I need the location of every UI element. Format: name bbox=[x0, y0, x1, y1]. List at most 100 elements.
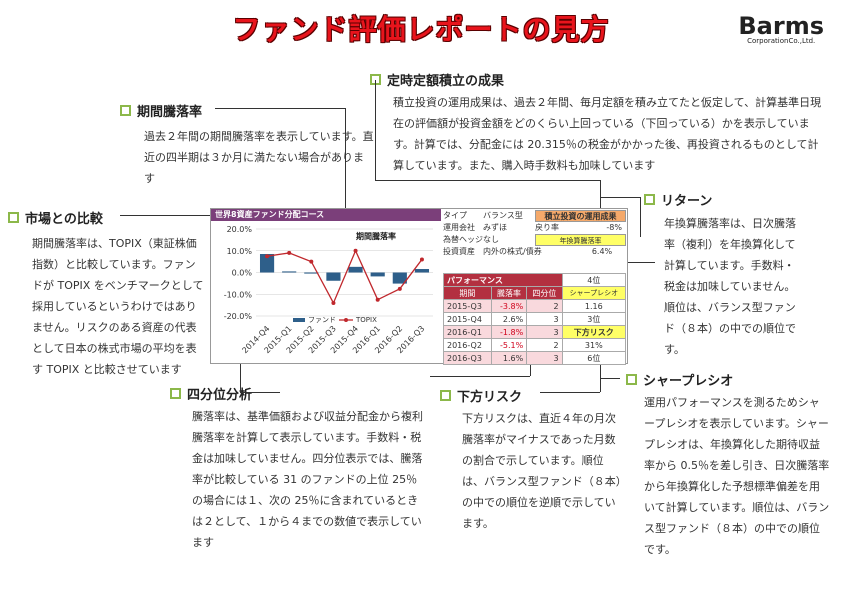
row-period: 2015-Q4 bbox=[443, 312, 492, 326]
fund-bar bbox=[282, 271, 297, 273]
connector-line bbox=[600, 378, 620, 379]
connector-line bbox=[615, 262, 655, 263]
row-quartile: 3 bbox=[526, 325, 563, 339]
fund-bar bbox=[414, 269, 430, 273]
row-quartile: 2 bbox=[526, 299, 563, 313]
row-rate: -3.8% bbox=[490, 299, 528, 313]
row-quartile: 3 bbox=[526, 312, 563, 326]
connector-line bbox=[530, 362, 531, 376]
fund-info: タイプ バランス型 積立投資の運用成果 運用会社 みずほ 戻り率 -8% 為替ヘ… bbox=[443, 210, 626, 258]
connector-line bbox=[640, 197, 641, 237]
section-heading-shijo: 市場との比較 bbox=[8, 208, 103, 227]
sharpe-tag: シャープレシオ bbox=[561, 286, 627, 300]
col-rate: 騰落率 bbox=[490, 286, 528, 300]
connector-line bbox=[540, 392, 600, 393]
section-text-teiji: 積立投資の運用成果は、過去２年間、毎月定額を積み立てたと仮定して、計算基準日現在… bbox=[393, 96, 822, 172]
company-value: みずほ bbox=[483, 223, 507, 232]
section-heading-kahou: 下方リスク bbox=[440, 386, 522, 405]
connector-line bbox=[375, 180, 600, 181]
y-tick-label: 0.0% bbox=[232, 269, 253, 278]
table-row: 2015-Q4 2.6% 3 3位 bbox=[443, 312, 627, 326]
row-rate: 1.6% bbox=[490, 351, 528, 365]
sample-report-panel: 世界8資産ファンド分配コース 20.0% 10.0% 0.0% -10.0% -20.0… bbox=[210, 208, 628, 365]
company-label: 運用会社 bbox=[443, 223, 475, 232]
legend-topix-marker bbox=[344, 318, 348, 322]
heading-text: リターン bbox=[661, 194, 713, 209]
connector-line bbox=[430, 376, 530, 377]
logo-sub: CorporationCo.,Ltd. bbox=[747, 37, 816, 45]
topix-point bbox=[353, 248, 358, 253]
y-tick-label: -10.0% bbox=[224, 290, 253, 299]
col-quartile: 四分位 bbox=[526, 286, 563, 300]
heading-text: 定時定額積立の成果 bbox=[387, 74, 505, 89]
section-text-return: 年換算騰落率は、日次騰落率（複利）を年換算化して計算しています。手数料・税金は加… bbox=[664, 217, 796, 356]
perf-title: パフォーマンス bbox=[443, 273, 563, 287]
topix-point bbox=[419, 257, 424, 262]
legend-fund-label: ファンド bbox=[308, 316, 336, 324]
row-period: 2016-Q2 bbox=[443, 338, 492, 352]
section-text-kikan: 過去２年間の期間騰落率を表示しています。直近の四半期は３か月に満たない場合があり… bbox=[144, 130, 374, 185]
row-period: 2016-Q3 bbox=[443, 351, 492, 365]
connector-line bbox=[375, 80, 376, 180]
topix-point bbox=[375, 297, 380, 302]
y-tick-label: -20.0% bbox=[224, 312, 253, 321]
y-tick-label: 10.0% bbox=[227, 247, 253, 256]
section-text-shijo: 期間騰落率は、TOPIX（東証株価指数）と比較しています。ファンドが TOPIX… bbox=[32, 237, 204, 376]
heading-text: 下方リスク bbox=[457, 390, 523, 405]
col-period: 期間 bbox=[443, 286, 492, 300]
performance-table: パフォーマンス 4位 期間 騰落率 四分位 シャープレシオ 2015-Q3 -3… bbox=[443, 273, 627, 365]
table-row: 2015-Q3 -3.8% 2 1.16 bbox=[443, 299, 627, 313]
asset-value: 内外の株式/債券 bbox=[483, 247, 542, 256]
info-row-company: 運用会社 みずほ 戻り率 -8% bbox=[443, 222, 626, 234]
heading-text: 市場との比較 bbox=[25, 212, 103, 227]
checkbox-icon bbox=[440, 390, 451, 401]
checkbox-icon bbox=[8, 212, 19, 223]
heading-text: 期間騰落率 bbox=[137, 105, 203, 120]
fund-bar bbox=[304, 272, 319, 274]
section-text-kahou: 下方リスクは、直近４年の月次騰落率がマイナスであった月数の割合で示しています。順… bbox=[462, 412, 622, 530]
annual-tag: 年換算騰落率 bbox=[535, 234, 626, 246]
annual-rank: 4位 bbox=[561, 273, 627, 287]
y-tick-label: 20.0% bbox=[227, 225, 253, 234]
type-value: バランス型 bbox=[483, 211, 523, 220]
legend-topix-label: TOPIX bbox=[355, 316, 377, 324]
annual-value: 6.4% bbox=[591, 247, 613, 256]
tsumitate-tag: 積立投資の運用成果 bbox=[535, 210, 626, 222]
logo-name: Barms bbox=[738, 12, 824, 40]
section-heading-teiji: 定時定額積立の成果 bbox=[370, 70, 504, 89]
panel-header: 世界8資産ファンド分配コース bbox=[211, 209, 441, 221]
hedge-label: 為替ヘッジ bbox=[443, 235, 483, 244]
fund-bar bbox=[348, 266, 363, 273]
topix-point bbox=[397, 286, 402, 291]
period-return-chart: 20.0%10.0%0.0%-10.0%-20.0%期間騰落率2014-Q420… bbox=[224, 225, 433, 355]
section-heading-shibun: 四分位分析 bbox=[170, 384, 252, 403]
table-row: 2016-Q1 -1.8% 3 下方リスク bbox=[443, 325, 627, 339]
checkbox-icon bbox=[644, 194, 655, 205]
page-title: ファンド評価レポートの見方 bbox=[232, 13, 610, 46]
checkbox-icon bbox=[170, 388, 181, 399]
heading-text: シャープレシオ bbox=[643, 374, 734, 389]
row-period: 2015-Q3 bbox=[443, 299, 492, 313]
fund-bar bbox=[392, 272, 407, 284]
sharpe-rank: 3位 bbox=[561, 312, 627, 326]
rate-value: -8% bbox=[606, 223, 622, 232]
connector-line bbox=[600, 197, 640, 198]
table-row: 2016-Q3 1.6% 3 6位 bbox=[443, 351, 627, 365]
row-quartile: 3 bbox=[526, 351, 563, 365]
sharpe-value: 1.16 bbox=[561, 299, 627, 313]
topix-line bbox=[266, 249, 423, 305]
connector-line bbox=[345, 108, 346, 208]
fund-bar bbox=[370, 272, 385, 277]
section-text-sharpe: 運用パフォーマンスを測るためシャープレシオを表示しています。シャープレシオは、年… bbox=[644, 396, 830, 556]
row-quartile: 2 bbox=[526, 338, 563, 352]
table-row: 2016-Q2 -5.1% 2 31% bbox=[443, 338, 627, 352]
downside-value: 31% bbox=[561, 338, 627, 352]
connector-line bbox=[600, 180, 601, 208]
section-heading-sharpe: シャープレシオ bbox=[626, 370, 733, 389]
row-rate: -1.8% bbox=[490, 325, 528, 339]
row-rate: -5.1% bbox=[490, 338, 528, 352]
info-row-hedge: 為替ヘッジ なし 年換算騰落率 bbox=[443, 234, 626, 246]
hedge-value: なし bbox=[483, 235, 499, 244]
downside-tag: 下方リスク bbox=[561, 325, 627, 339]
heading-text: 四分位分析 bbox=[187, 388, 253, 403]
